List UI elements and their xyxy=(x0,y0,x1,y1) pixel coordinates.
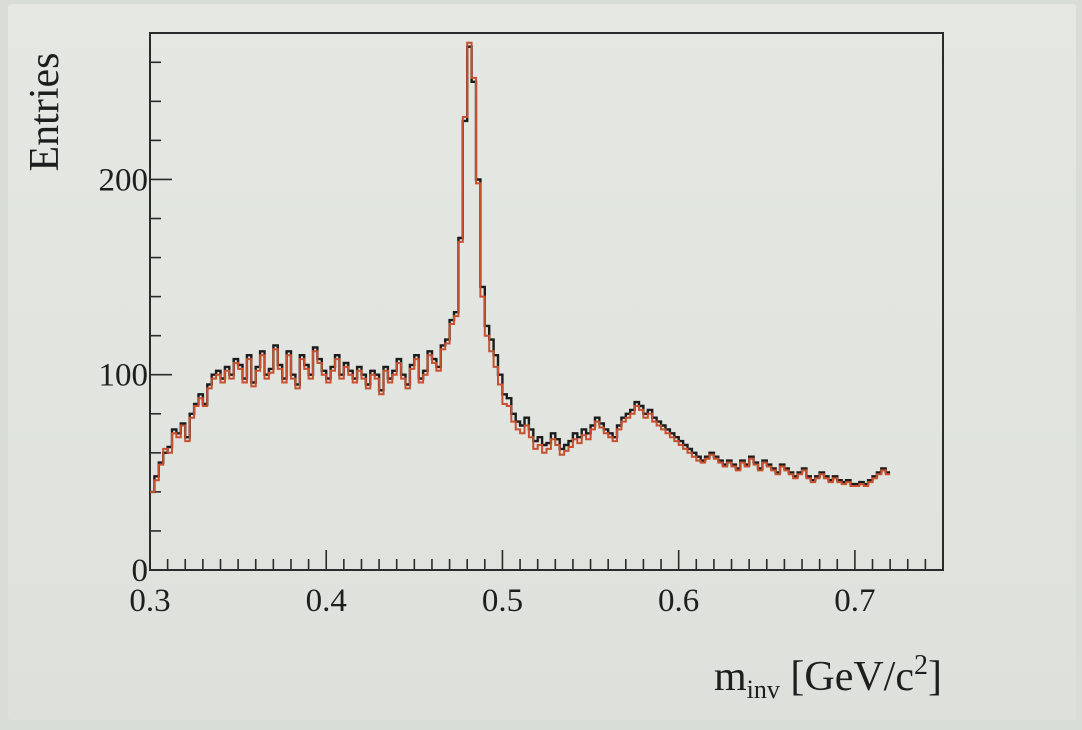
y-tick-label: 200 xyxy=(99,162,149,198)
y-tick-label: 0 xyxy=(132,553,149,589)
x-tick-label: 0.4 xyxy=(306,583,347,619)
x-axis-title: minv [GeV/c2] xyxy=(714,650,942,704)
paper-background xyxy=(8,4,1076,720)
plot-frame xyxy=(149,32,944,571)
x-tick-label: 0.5 xyxy=(482,583,523,619)
x-axis-title-base: m xyxy=(714,654,747,700)
x-tick-label: 0.3 xyxy=(129,583,170,619)
y-axis-title: Entries xyxy=(22,53,68,172)
y-tick-label: 100 xyxy=(99,358,149,394)
x-tick-label: 0.7 xyxy=(834,583,875,619)
x-axis-title-close: ] xyxy=(928,654,942,700)
series-layer xyxy=(150,41,891,494)
x-axis-title-sup: 2 xyxy=(914,650,928,681)
x-axis-title-unit: [GeV/c xyxy=(780,654,914,700)
x-axis-title-sub: inv xyxy=(747,675,780,704)
series-black-histogram xyxy=(150,45,891,494)
x-axis-ticks: 0.3 0.4 0.5 0.6 0.7 xyxy=(129,550,944,619)
series-red-histogram xyxy=(150,41,891,493)
x-tick-label: 0.6 xyxy=(658,583,699,619)
y-axis-ticks: 0 100 200 xyxy=(99,61,172,589)
